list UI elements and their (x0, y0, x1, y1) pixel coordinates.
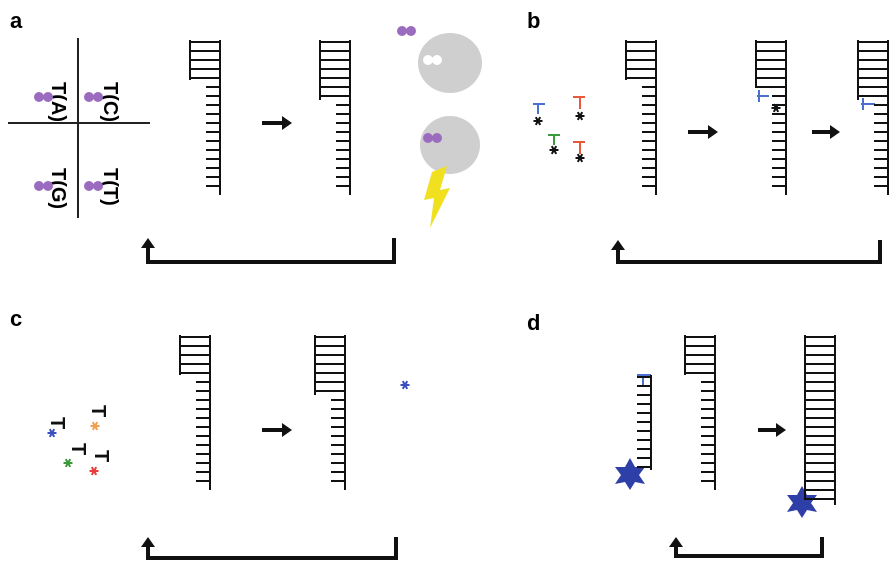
arrow-head (708, 125, 718, 139)
arrow-head (282, 116, 292, 130)
panel-label: d (527, 310, 540, 335)
dna-strand (858, 40, 888, 195)
return-arrow (676, 537, 822, 556)
dna-strand (626, 40, 656, 195)
return-arrow (148, 238, 394, 262)
nucleotide-label: T (67, 443, 89, 455)
enzyme (420, 116, 480, 174)
star-dye (615, 458, 645, 490)
arrow-head (669, 537, 683, 547)
dot (423, 133, 433, 143)
arrow-head (611, 240, 625, 250)
quadrant-label: T(C) (99, 82, 121, 122)
arrow-head (830, 125, 840, 139)
quadrant-label: T(A) (47, 82, 69, 122)
dna-strand (805, 335, 835, 505)
arrow-head (141, 537, 155, 547)
nucleotide-label: T (87, 405, 109, 417)
figure: a b c d T(A) T(C) T(G) T(T) T T T T (0, 0, 891, 561)
dot (432, 55, 442, 65)
dye-dots (34, 26, 416, 191)
panel-label: c (10, 306, 22, 331)
arrow-head (141, 238, 155, 248)
dna-strand (315, 335, 345, 490)
arrow-head (282, 423, 292, 437)
light-flash (424, 166, 450, 228)
return-arrow (618, 240, 880, 262)
nucleotide-label: T (46, 417, 68, 429)
panel-label: b (527, 8, 540, 33)
return-arrow (148, 537, 396, 558)
dna-strand (190, 40, 220, 195)
asterisks (48, 104, 781, 475)
dot (423, 55, 433, 65)
dna-strand (180, 335, 210, 490)
nucleotide-label: T (90, 450, 112, 462)
panel-label: a (10, 8, 23, 33)
arrow-head (776, 423, 786, 437)
dna-strand (685, 335, 715, 490)
nucleotides (533, 90, 875, 154)
dna-strand (637, 375, 651, 470)
dna-strand (320, 40, 350, 195)
dot (432, 133, 442, 143)
dna-strand (756, 40, 786, 195)
